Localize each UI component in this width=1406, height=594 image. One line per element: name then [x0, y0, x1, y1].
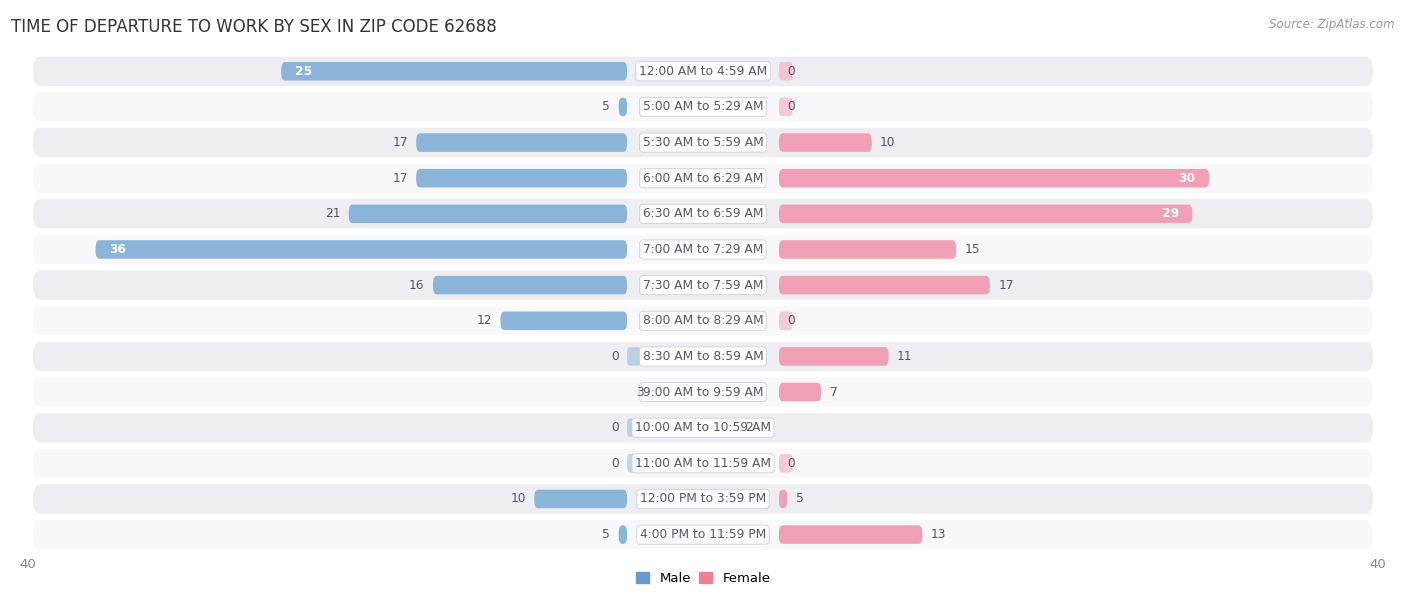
- Text: 17: 17: [998, 279, 1014, 292]
- Text: 12:00 PM to 3:59 PM: 12:00 PM to 3:59 PM: [640, 492, 766, 505]
- Text: 7: 7: [830, 386, 838, 399]
- Text: 17: 17: [392, 172, 408, 185]
- FancyBboxPatch shape: [779, 97, 793, 116]
- Text: 8:00 AM to 8:29 AM: 8:00 AM to 8:29 AM: [643, 314, 763, 327]
- FancyBboxPatch shape: [34, 128, 1372, 157]
- FancyBboxPatch shape: [34, 270, 1372, 300]
- FancyBboxPatch shape: [779, 62, 793, 81]
- Text: 5:30 AM to 5:59 AM: 5:30 AM to 5:59 AM: [643, 136, 763, 149]
- FancyBboxPatch shape: [779, 276, 990, 295]
- FancyBboxPatch shape: [779, 383, 821, 402]
- Text: 36: 36: [110, 243, 127, 256]
- FancyBboxPatch shape: [34, 306, 1372, 336]
- Text: 5: 5: [796, 492, 804, 505]
- Text: 7:00 AM to 7:29 AM: 7:00 AM to 7:29 AM: [643, 243, 763, 256]
- Text: 0: 0: [610, 457, 619, 470]
- Text: 0: 0: [787, 100, 796, 113]
- Text: 2: 2: [745, 421, 754, 434]
- FancyBboxPatch shape: [779, 169, 1209, 188]
- FancyBboxPatch shape: [779, 240, 956, 259]
- FancyBboxPatch shape: [416, 133, 627, 152]
- FancyBboxPatch shape: [779, 454, 793, 473]
- Text: 10: 10: [880, 136, 896, 149]
- Text: 16: 16: [409, 279, 425, 292]
- FancyBboxPatch shape: [34, 377, 1372, 407]
- Text: 12:00 AM to 4:59 AM: 12:00 AM to 4:59 AM: [638, 65, 768, 78]
- Text: 29: 29: [1161, 207, 1178, 220]
- Text: 11: 11: [897, 350, 912, 363]
- Text: 5: 5: [602, 100, 610, 113]
- FancyBboxPatch shape: [779, 133, 872, 152]
- Legend: Male, Female: Male, Female: [630, 567, 776, 590]
- FancyBboxPatch shape: [779, 311, 793, 330]
- FancyBboxPatch shape: [34, 199, 1372, 229]
- FancyBboxPatch shape: [34, 448, 1372, 478]
- FancyBboxPatch shape: [779, 525, 922, 544]
- Text: 17: 17: [392, 136, 408, 149]
- FancyBboxPatch shape: [501, 311, 627, 330]
- FancyBboxPatch shape: [627, 454, 641, 473]
- Text: 25: 25: [295, 65, 312, 78]
- FancyBboxPatch shape: [34, 92, 1372, 122]
- FancyBboxPatch shape: [534, 489, 627, 508]
- FancyBboxPatch shape: [779, 347, 889, 366]
- FancyBboxPatch shape: [433, 276, 627, 295]
- Text: 21: 21: [325, 207, 340, 220]
- Text: Source: ZipAtlas.com: Source: ZipAtlas.com: [1270, 18, 1395, 31]
- Text: 0: 0: [787, 457, 796, 470]
- Text: 6:30 AM to 6:59 AM: 6:30 AM to 6:59 AM: [643, 207, 763, 220]
- Text: 13: 13: [931, 528, 946, 541]
- FancyBboxPatch shape: [34, 163, 1372, 193]
- FancyBboxPatch shape: [627, 418, 641, 437]
- FancyBboxPatch shape: [34, 413, 1372, 443]
- Text: 10: 10: [510, 492, 526, 505]
- Text: 0: 0: [610, 421, 619, 434]
- FancyBboxPatch shape: [34, 342, 1372, 371]
- Text: 0: 0: [787, 314, 796, 327]
- Text: TIME OF DEPARTURE TO WORK BY SEX IN ZIP CODE 62688: TIME OF DEPARTURE TO WORK BY SEX IN ZIP …: [11, 18, 496, 36]
- FancyBboxPatch shape: [34, 56, 1372, 86]
- FancyBboxPatch shape: [779, 204, 1192, 223]
- FancyBboxPatch shape: [34, 520, 1372, 549]
- Text: 7:30 AM to 7:59 AM: 7:30 AM to 7:59 AM: [643, 279, 763, 292]
- FancyBboxPatch shape: [281, 62, 627, 81]
- FancyBboxPatch shape: [416, 169, 627, 188]
- Text: 6:00 AM to 6:29 AM: 6:00 AM to 6:29 AM: [643, 172, 763, 185]
- FancyBboxPatch shape: [779, 489, 787, 508]
- Text: 5:00 AM to 5:29 AM: 5:00 AM to 5:29 AM: [643, 100, 763, 113]
- Text: 3: 3: [636, 386, 644, 399]
- FancyBboxPatch shape: [627, 347, 641, 366]
- Text: 8:30 AM to 8:59 AM: 8:30 AM to 8:59 AM: [643, 350, 763, 363]
- Text: 15: 15: [965, 243, 980, 256]
- Text: 4:00 PM to 11:59 PM: 4:00 PM to 11:59 PM: [640, 528, 766, 541]
- Text: 9:00 AM to 9:59 AM: 9:00 AM to 9:59 AM: [643, 386, 763, 399]
- Text: 5: 5: [602, 528, 610, 541]
- FancyBboxPatch shape: [34, 484, 1372, 514]
- Text: 30: 30: [1178, 172, 1195, 185]
- Text: 0: 0: [787, 65, 796, 78]
- Text: 11:00 AM to 11:59 AM: 11:00 AM to 11:59 AM: [636, 457, 770, 470]
- FancyBboxPatch shape: [34, 235, 1372, 264]
- FancyBboxPatch shape: [619, 525, 627, 544]
- FancyBboxPatch shape: [349, 204, 627, 223]
- FancyBboxPatch shape: [96, 240, 627, 259]
- FancyBboxPatch shape: [619, 97, 627, 116]
- Text: 0: 0: [610, 350, 619, 363]
- Text: 12: 12: [477, 314, 492, 327]
- Text: 10:00 AM to 10:59 AM: 10:00 AM to 10:59 AM: [636, 421, 770, 434]
